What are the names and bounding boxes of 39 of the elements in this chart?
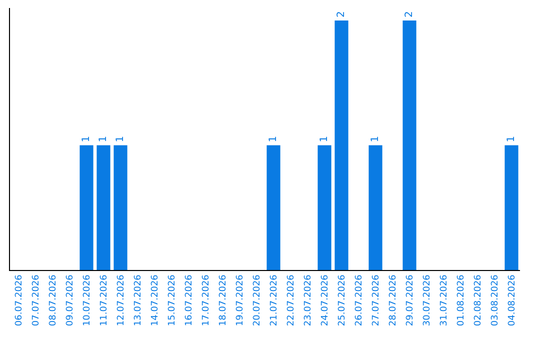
x-tick-label: 24.07.2026: [320, 274, 330, 326]
x-tick-label: 19.07.2026: [235, 274, 246, 326]
x-tick-label: 11.07.2026: [99, 274, 110, 326]
x-tick-label: 22.07.2026: [286, 274, 296, 326]
x-tick-label: 04.08.2026: [507, 274, 518, 326]
x-tick-label: 16.07.2026: [184, 274, 194, 326]
x-tick-label: 10.07.2026: [82, 274, 92, 326]
data-label: 1: [268, 136, 279, 142]
x-tick-label: 08.07.2026: [48, 274, 58, 326]
x-tick-label: 09.07.2026: [65, 274, 76, 326]
x-tick-label: 26.07.2026: [354, 274, 364, 326]
x-tick-label: 30.07.2026: [422, 274, 432, 326]
x-tick-label: 02.08.2026: [473, 274, 484, 326]
x-tick-label: 14.07.2026: [150, 274, 160, 326]
data-label: 1: [506, 136, 517, 142]
x-tick-label: 01.08.2026: [456, 274, 466, 326]
x-tick-label: 17.07.2026: [201, 274, 212, 326]
x-tick-label: 07.07.2026: [31, 274, 42, 326]
data-label: 1: [115, 136, 126, 142]
data-label: 2: [336, 11, 347, 18]
x-tick-label: 13.07.2026: [133, 274, 144, 326]
data-label: 1: [98, 136, 109, 142]
x-tick-label: 25.07.2026: [337, 274, 348, 326]
data-label: 2: [404, 11, 415, 18]
x-tick-label: 06.07.2026: [14, 274, 24, 326]
x-tick-label: 23.07.2026: [303, 274, 314, 326]
x-tick-label: 29.07.2026: [405, 274, 416, 326]
data-label: 1: [81, 136, 92, 142]
x-tick-label: 31.07.2026: [439, 274, 450, 326]
data-label: 1: [370, 136, 381, 142]
x-tick-label: 20.07.2026: [252, 274, 262, 326]
data-label: 1: [319, 136, 330, 142]
x-tick-label: 03.08.2026: [490, 274, 500, 326]
x-tick-label: 27.07.2026: [371, 274, 382, 326]
x-tick-label: 12.07.2026: [116, 274, 126, 326]
x-tick-label: 21.07.2026: [269, 274, 280, 326]
x-tick-label: 15.07.2026: [167, 274, 178, 326]
x-tick-label: 28.07.2026: [388, 274, 398, 326]
x-tick-label: 18.07.2026: [218, 274, 228, 326]
